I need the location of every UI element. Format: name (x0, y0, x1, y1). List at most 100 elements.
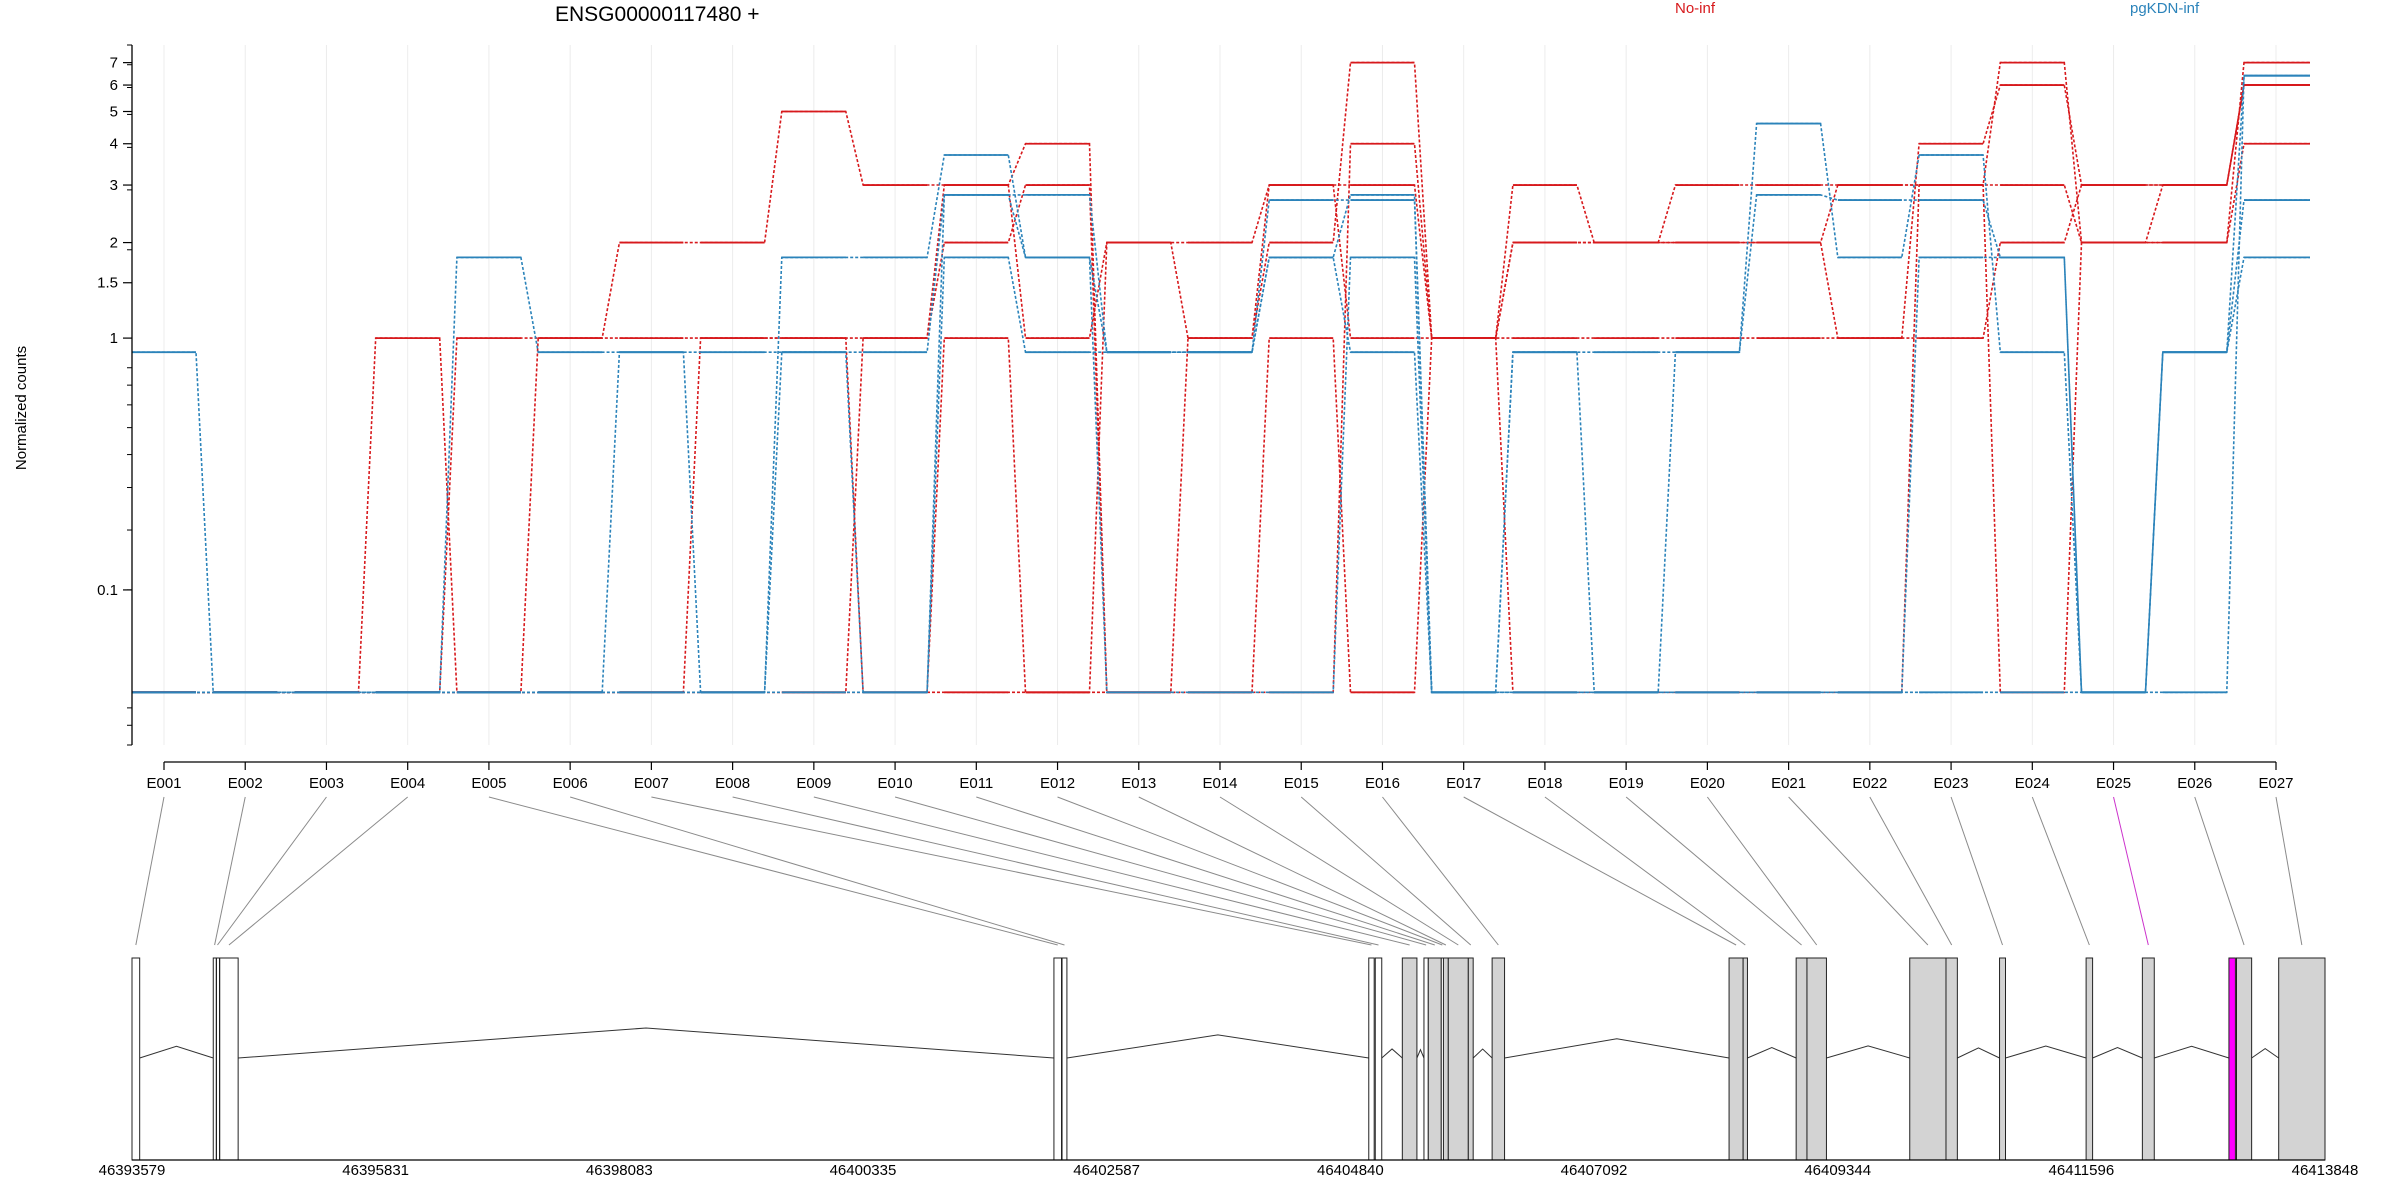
x-tick-label: E023 (1934, 775, 1969, 792)
coord-tick-label: 46413848 (2292, 1162, 2359, 1179)
exon-box (1467, 957, 1474, 1161)
exon-connectors (135, 796, 2303, 946)
y-tick-label: 2 (110, 235, 118, 252)
coord-tick-label: 46404840 (1317, 1162, 1384, 1179)
exon-connector (2275, 796, 2303, 946)
exon-connector (2113, 796, 2149, 946)
exon-connector (976, 796, 1435, 946)
y-axis: 0.1 1 1.5 2 3 4 5 6 7 (97, 44, 133, 746)
y-tick-label: 1 (110, 330, 118, 347)
exon-box (1945, 957, 1958, 1161)
y-tick-label: 0.1 (97, 582, 118, 599)
exon-connector (1950, 796, 2003, 946)
exon-box (1999, 957, 2007, 1161)
exon-connector (1463, 796, 1737, 946)
intron-line (1066, 1034, 1369, 1059)
x-tick-label: E013 (1121, 775, 1156, 792)
intron-line (1381, 1048, 1403, 1059)
x-tick-label: E010 (878, 775, 913, 792)
intron-line (1472, 1048, 1493, 1059)
genomic-coordinate-axis: 46393579 46395831 46398083 46400335 46402587… (99, 1159, 2359, 1179)
exon-connector (135, 796, 165, 946)
exon-box (212, 957, 217, 1161)
exon-connector (1057, 796, 1443, 946)
vertical-gridlines (163, 45, 2277, 745)
exon-connector (1138, 796, 1447, 946)
exon-box (1401, 957, 1418, 1161)
x-tick-label: E018 (1527, 775, 1562, 792)
exon-box (216, 957, 221, 1161)
exon-box (2235, 957, 2253, 1161)
x-tick-label: E027 (2258, 775, 2293, 792)
y-tick-label: 1.5 (97, 275, 118, 292)
x-tick-label: E008 (715, 775, 750, 792)
x-tick-label: E015 (1284, 775, 1319, 792)
y-tick-label: 4 (110, 136, 118, 153)
x-tick-label: E017 (1446, 775, 1481, 792)
exon-connector (1382, 796, 1499, 946)
exon-connector (1300, 796, 1472, 946)
y-axis-label: Normalized counts (13, 346, 30, 470)
coord-tick-label: 46411596 (2049, 1162, 2115, 1179)
exon-connector (1788, 796, 1929, 946)
exon-connector (228, 796, 409, 946)
x-tick-label: E009 (796, 775, 831, 792)
exon-box (1427, 957, 1442, 1161)
exon-connector (732, 796, 1379, 946)
exon-box (1795, 957, 1808, 1161)
y-tick-label: 6 (110, 77, 118, 94)
exon-connector (651, 796, 1372, 946)
x-tick-label: E011 (959, 775, 993, 792)
exon-connector (813, 796, 1410, 946)
intron-line (2092, 1046, 2143, 1059)
exon-box (1374, 957, 1383, 1161)
series-line-no-inf (132, 84, 2310, 694)
legend-label-no-inf: No-inf (1675, 0, 1716, 17)
series-lines (132, 61, 2310, 694)
exon-box (1806, 957, 1827, 1161)
series-line-no-inf (132, 84, 2310, 694)
y-tick-label: 7 (110, 55, 118, 72)
x-tick-label: E014 (1202, 775, 1237, 792)
coord-tick-label: 46409344 (1804, 1162, 1871, 1179)
coord-tick-label: 46407092 (1561, 1162, 1628, 1179)
series-line-no-inf (132, 61, 2310, 694)
exon-box (1368, 957, 1375, 1161)
coord-tick-label: 46400335 (830, 1162, 897, 1179)
exon-box (219, 957, 239, 1161)
exon-box (2141, 957, 2155, 1161)
exon-connector (2031, 796, 2090, 946)
exon-connector (1219, 796, 1459, 946)
x-tick-label: E012 (1040, 775, 1075, 792)
x-tick-label: E003 (309, 775, 344, 792)
exon-connector (894, 796, 1427, 946)
chart-title: ENSG00000117480 + (555, 3, 760, 26)
series-line-pgkdn-inf (132, 74, 2310, 694)
intron-line (1416, 1048, 1425, 1059)
x-tick-label: E004 (390, 775, 425, 792)
x-tick-label: E024 (2015, 775, 2050, 792)
exon-box (2278, 957, 2326, 1161)
series-line-pgkdn-inf (132, 256, 2310, 694)
intron-line (1504, 1038, 1730, 1059)
x-tick-label: E021 (1771, 775, 1806, 792)
x-tick-label: E019 (1609, 775, 1644, 792)
x-tick-label: E002 (228, 775, 263, 792)
series-line-no-inf (132, 61, 2310, 694)
exon-connector (570, 796, 1065, 946)
x-tick-label: E026 (2177, 775, 2212, 792)
intron-line (139, 1045, 214, 1059)
exon-box (1728, 957, 1744, 1161)
coord-tick-label: 46398083 (586, 1162, 653, 1179)
intron-line (2005, 1045, 2087, 1059)
series-line-no-inf (132, 84, 2310, 694)
exon-box (1491, 957, 1506, 1161)
intron-line (2251, 1048, 2279, 1059)
exon-box (1423, 957, 1429, 1161)
exon-connector (1544, 796, 1746, 946)
coord-tick-label: 46395831 (342, 1162, 409, 1179)
exon-connector (217, 796, 327, 946)
exon-connector (2194, 796, 2245, 946)
